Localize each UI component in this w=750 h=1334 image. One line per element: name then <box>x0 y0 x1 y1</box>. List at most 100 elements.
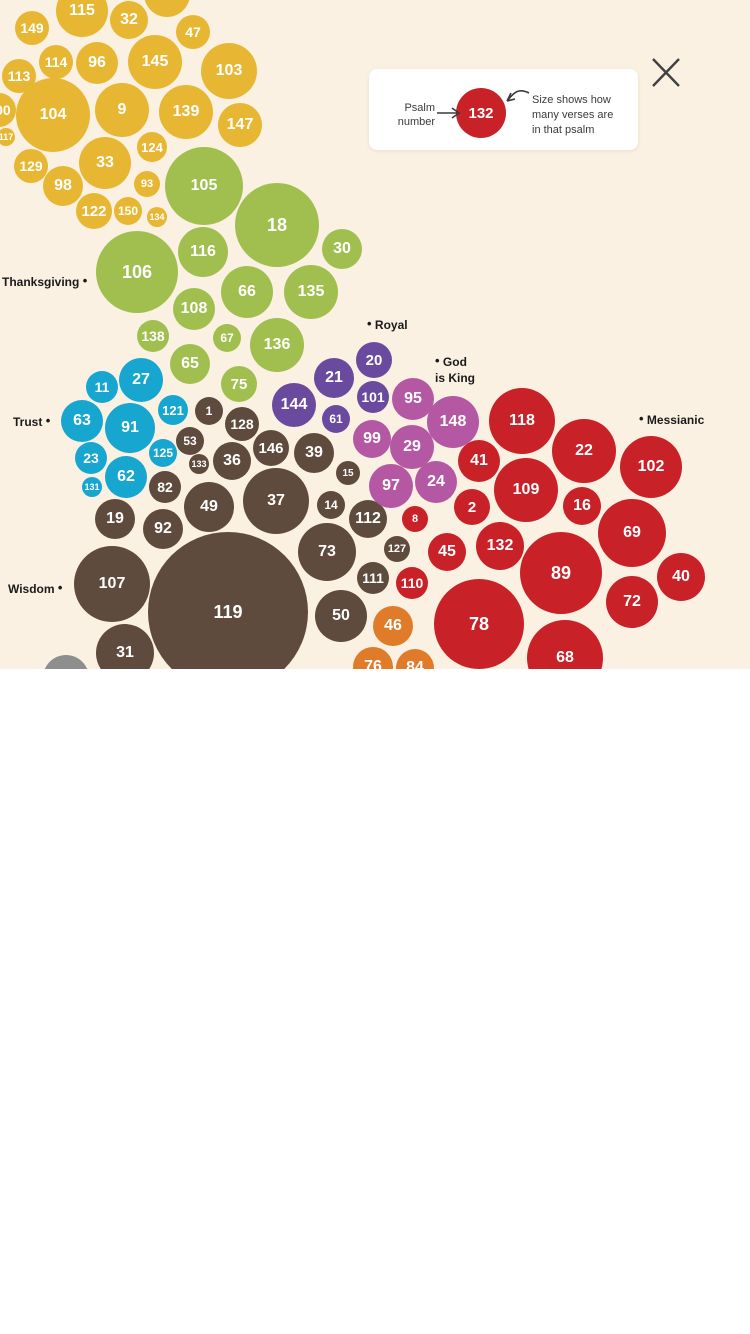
psalm-circle-32[interactable]: 32 <box>110 1 148 39</box>
psalm-circle-98[interactable]: 98 <box>43 166 83 206</box>
psalm-circle-19[interactable]: 19 <box>95 499 135 539</box>
psalm-circle-124[interactable]: 124 <box>137 132 167 162</box>
close-button[interactable] <box>648 55 684 91</box>
psalm-circle-106[interactable]: 106 <box>96 231 178 313</box>
psalm-circle-122[interactable]: 122 <box>76 193 112 229</box>
psalm-circle-37[interactable]: 37 <box>243 468 309 534</box>
psalm-circle-91[interactable]: 91 <box>105 403 155 453</box>
psalm-circle-99[interactable]: 99 <box>353 420 391 458</box>
psalm-circle-33[interactable]: 33 <box>79 137 131 189</box>
theme-label-royal[interactable]: • Royal <box>367 316 408 333</box>
psalm-circle-105[interactable]: 105 <box>165 147 243 225</box>
psalm-circle-102[interactable]: 102 <box>620 436 682 498</box>
psalm-circle-107[interactable]: 107 <box>74 546 150 622</box>
psalm-circle-150[interactable]: 150 <box>114 197 142 225</box>
psalm-circle-145[interactable]: 145 <box>128 35 182 89</box>
psalm-circle-73[interactable]: 73 <box>298 523 356 581</box>
psalm-circle-135[interactable]: 135 <box>284 265 338 319</box>
psalm-circle-49[interactable]: 49 <box>184 482 234 532</box>
psalm-circle-78[interactable]: 78 <box>434 579 524 669</box>
psalm-circle-14[interactable]: 14 <box>317 491 345 519</box>
theme-label-messianic[interactable]: • Messianic <box>639 411 704 428</box>
psalm-circle-109[interactable]: 109 <box>494 458 558 522</box>
psalm-circle-50[interactable]: 50 <box>315 590 367 642</box>
psalm-circle-66[interactable]: 66 <box>221 266 273 318</box>
psalm-circle-132[interactable]: 132 <box>476 522 524 570</box>
psalm-circle-101[interactable]: 101 <box>357 381 389 413</box>
psalm-circle-149[interactable]: 149 <box>15 11 49 45</box>
psalm-circle-93[interactable]: 93 <box>134 171 160 197</box>
psalm-circle-62[interactable]: 62 <box>105 456 147 498</box>
psalm-circle-148[interactable]: 148 <box>427 396 479 448</box>
psalm-circle-45[interactable]: 45 <box>428 533 466 571</box>
psalm-circle[interactable] <box>43 655 89 669</box>
psalm-circle-40[interactable]: 40 <box>657 553 705 601</box>
psalm-circle-61[interactable]: 61 <box>322 405 350 433</box>
psalm-circle-113[interactable]: 113 <box>2 59 36 93</box>
psalm-circle-68[interactable]: 68 <box>527 620 603 669</box>
psalm-circle-76[interactable]: 76 <box>353 647 393 669</box>
psalm-circle-97[interactable]: 97 <box>369 464 413 508</box>
psalm-circle-89[interactable]: 89 <box>520 532 602 614</box>
psalm-circle-1[interactable]: 1 <box>195 397 223 425</box>
psalm-circle-22[interactable]: 22 <box>552 419 616 483</box>
psalm-circle-144[interactable]: 144 <box>272 383 316 427</box>
theme-label-god-is-king[interactable]: • God is King <box>435 353 475 386</box>
psalm-circle-121[interactable]: 121 <box>158 395 188 425</box>
psalm-circle-125[interactable]: 125 <box>149 439 177 467</box>
psalm-circle-114[interactable]: 114 <box>39 45 73 79</box>
psalm-circle-111[interactable]: 111 <box>357 562 389 594</box>
psalm-circle-134[interactable]: 134 <box>147 207 167 227</box>
psalm-circle-133[interactable]: 133 <box>189 454 209 474</box>
psalm-circle-63[interactable]: 63 <box>61 400 103 442</box>
psalm-circle-119[interactable]: 119 <box>148 532 308 669</box>
psalm-circle-21[interactable]: 21 <box>314 358 354 398</box>
psalm-circle-11[interactable]: 11 <box>86 371 118 403</box>
psalm-circle-146[interactable]: 146 <box>253 430 289 466</box>
psalm-circle-18[interactable]: 18 <box>235 183 319 267</box>
psalm-circle-104[interactable]: 104 <box>16 78 90 152</box>
psalm-circle-96[interactable]: 96 <box>76 42 118 84</box>
psalm-circle-112[interactable]: 112 <box>349 500 387 538</box>
psalm-circle-15[interactable]: 15 <box>336 461 360 485</box>
psalm-circle-108[interactable]: 108 <box>173 288 215 330</box>
psalm-circle-20[interactable]: 20 <box>356 342 392 378</box>
psalm-circle-41[interactable]: 41 <box>458 440 500 482</box>
psalm-circle-24[interactable]: 24 <box>415 461 457 503</box>
psalm-circle-131[interactable]: 131 <box>82 477 102 497</box>
theme-label-wisdom[interactable]: Wisdom • <box>8 580 62 597</box>
psalm-circle-75[interactable]: 75 <box>221 366 257 402</box>
psalm-circle-16[interactable]: 16 <box>563 487 601 525</box>
psalm-circle-82[interactable]: 82 <box>149 471 181 503</box>
psalm-circle-127[interactable]: 127 <box>384 536 410 562</box>
theme-label-trust[interactable]: Trust • <box>13 413 50 430</box>
psalm-circle-47[interactable]: 47 <box>176 15 210 49</box>
psalm-circle-100[interactable]: 100 <box>0 93 16 127</box>
psalm-circle-95[interactable]: 95 <box>392 378 434 420</box>
psalm-circle-2[interactable]: 2 <box>454 489 490 525</box>
psalm-circle-39[interactable]: 39 <box>294 433 334 473</box>
psalm-circle-138[interactable]: 138 <box>137 320 169 352</box>
psalm-circle-53[interactable]: 53 <box>176 427 204 455</box>
psalm-circle-36[interactable]: 36 <box>213 442 251 480</box>
psalm-circle-116[interactable]: 116 <box>178 227 228 277</box>
theme-label-thanksgiving[interactable]: Thanksgiving • <box>2 273 87 290</box>
psalm-circle-147[interactable]: 147 <box>218 103 262 147</box>
psalm-circle-9[interactable]: 9 <box>95 83 149 137</box>
psalm-circle-110[interactable]: 110 <box>396 567 428 599</box>
psalm-circle-117[interactable]: 117 <box>0 128 15 146</box>
psalm-circle-72[interactable]: 72 <box>606 576 658 628</box>
psalm-circle-129[interactable]: 129 <box>14 149 48 183</box>
psalm-circle-8[interactable]: 8 <box>402 506 428 532</box>
psalm-circle-84[interactable]: 84 <box>396 649 434 669</box>
psalm-circle-27[interactable]: 27 <box>119 358 163 402</box>
psalm-circle-31[interactable]: 31 <box>96 624 154 669</box>
psalm-circle-136[interactable]: 136 <box>250 318 304 372</box>
psalm-circle-30[interactable]: 30 <box>322 229 362 269</box>
psalm-circle[interactable] <box>144 0 190 17</box>
psalm-circle-46[interactable]: 46 <box>373 606 413 646</box>
psalm-circle-118[interactable]: 118 <box>489 388 555 454</box>
psalm-circle-103[interactable]: 103 <box>201 43 257 99</box>
psalm-circle-65[interactable]: 65 <box>170 344 210 384</box>
psalm-circle-23[interactable]: 23 <box>75 442 107 474</box>
